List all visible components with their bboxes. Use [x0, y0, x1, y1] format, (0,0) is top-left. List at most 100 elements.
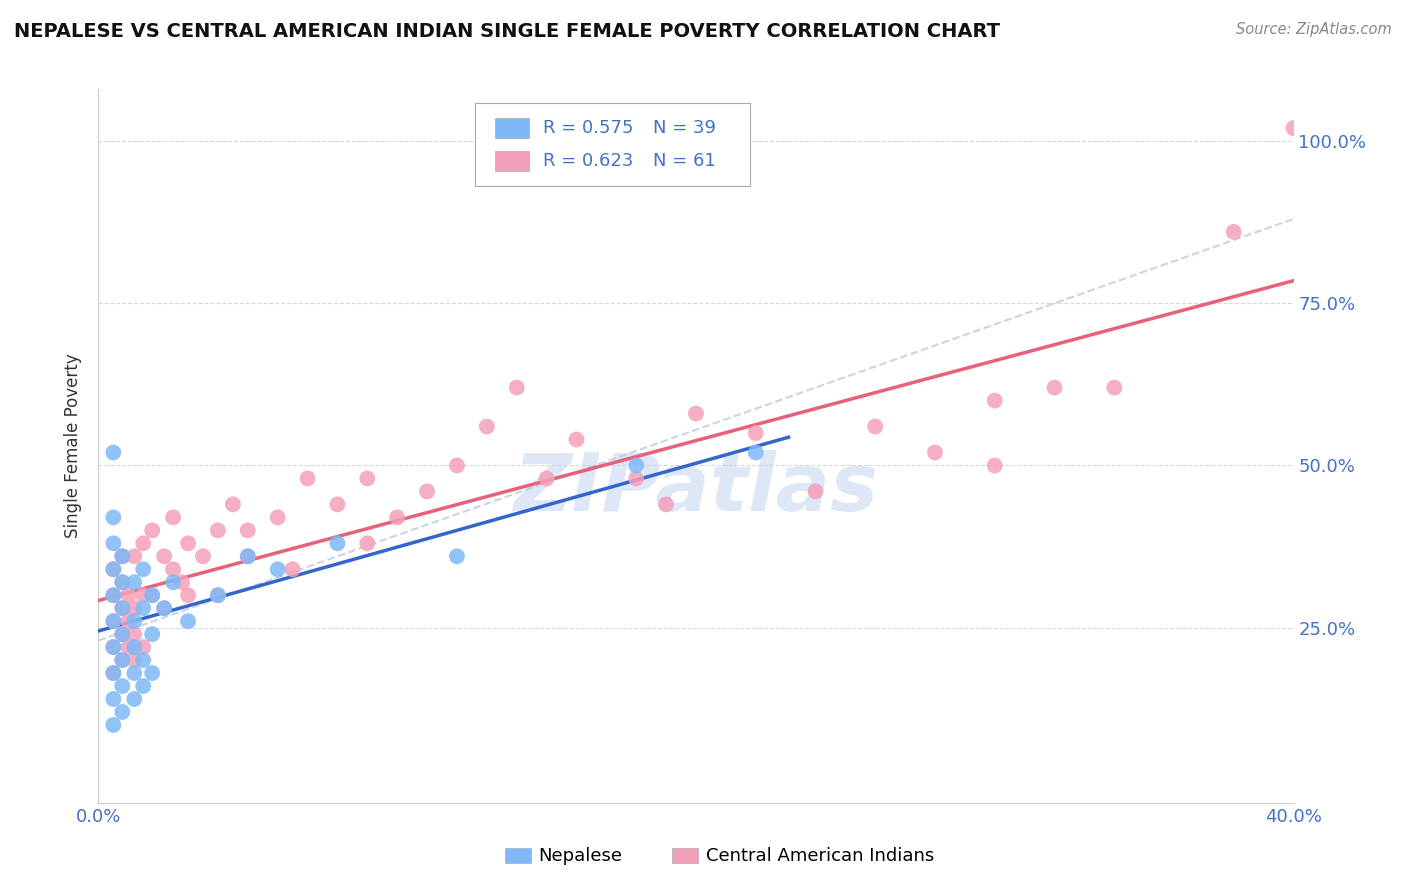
Point — [177, 588, 200, 602]
Point — [207, 588, 229, 602]
Point — [267, 562, 290, 576]
Point — [267, 510, 290, 524]
FancyBboxPatch shape — [505, 847, 531, 863]
Text: Source: ZipAtlas.com: Source: ZipAtlas.com — [1236, 22, 1392, 37]
Point — [655, 497, 678, 511]
Point — [416, 484, 439, 499]
Point — [565, 433, 588, 447]
Point — [124, 640, 146, 654]
Point — [236, 549, 259, 564]
Point — [103, 692, 125, 706]
Point — [326, 497, 349, 511]
Point — [1104, 381, 1126, 395]
Point — [685, 407, 707, 421]
Point — [172, 575, 194, 590]
Point — [103, 640, 125, 654]
Point — [153, 601, 176, 615]
Text: N = 39: N = 39 — [652, 119, 716, 136]
Text: ZIPatlas: ZIPatlas — [513, 450, 879, 528]
Point — [124, 653, 146, 667]
Point — [162, 510, 184, 524]
Point — [111, 575, 134, 590]
Text: N = 61: N = 61 — [652, 153, 716, 170]
Point — [103, 666, 125, 681]
Point — [103, 640, 125, 654]
Point — [132, 562, 155, 576]
Point — [207, 524, 229, 538]
Point — [103, 445, 125, 459]
Point — [132, 601, 155, 615]
Point — [111, 549, 134, 564]
FancyBboxPatch shape — [495, 118, 529, 137]
FancyBboxPatch shape — [495, 152, 529, 171]
Point — [111, 575, 134, 590]
Point — [153, 601, 176, 615]
Point — [132, 653, 155, 667]
Point — [297, 471, 319, 485]
Point — [124, 601, 146, 615]
Point — [124, 692, 146, 706]
Point — [111, 601, 134, 615]
Point — [865, 419, 887, 434]
FancyBboxPatch shape — [672, 847, 699, 863]
Point — [124, 627, 146, 641]
Point — [103, 536, 125, 550]
Point — [111, 601, 134, 615]
Point — [103, 562, 125, 576]
Point — [111, 679, 134, 693]
Point — [111, 627, 134, 641]
Point — [141, 627, 163, 641]
Point — [141, 524, 163, 538]
Point — [103, 614, 125, 628]
Text: NEPALESE VS CENTRAL AMERICAN INDIAN SINGLE FEMALE POVERTY CORRELATION CHART: NEPALESE VS CENTRAL AMERICAN INDIAN SING… — [14, 22, 1000, 41]
Point — [111, 705, 134, 719]
Point — [117, 614, 139, 628]
Point — [141, 588, 163, 602]
Point — [446, 549, 468, 564]
Text: R = 0.623: R = 0.623 — [543, 153, 633, 170]
Point — [103, 718, 125, 732]
Point — [924, 445, 946, 459]
Point — [111, 653, 134, 667]
Point — [984, 458, 1007, 473]
Point — [207, 588, 229, 602]
Point — [1043, 381, 1066, 395]
Point — [506, 381, 529, 395]
Y-axis label: Single Female Poverty: Single Female Poverty — [65, 354, 83, 538]
Text: Central American Indians: Central American Indians — [706, 847, 934, 864]
Point — [177, 614, 200, 628]
Point — [236, 549, 259, 564]
Point — [103, 666, 125, 681]
Text: Nepalese: Nepalese — [538, 847, 623, 864]
Point — [141, 588, 163, 602]
Point — [984, 393, 1007, 408]
Point — [745, 445, 768, 459]
FancyBboxPatch shape — [475, 103, 749, 186]
Point — [103, 588, 125, 602]
Point — [222, 497, 245, 511]
Point — [111, 549, 134, 564]
Point — [356, 536, 378, 550]
Point — [162, 575, 184, 590]
Text: R = 0.575: R = 0.575 — [543, 119, 634, 136]
Point — [103, 510, 125, 524]
Point — [132, 588, 155, 602]
Point — [103, 614, 125, 628]
Point — [536, 471, 558, 485]
Point — [1223, 225, 1246, 239]
Point — [124, 614, 146, 628]
Point — [385, 510, 409, 524]
Point — [162, 562, 184, 576]
Point — [132, 536, 155, 550]
Point — [111, 627, 134, 641]
Point — [111, 653, 134, 667]
Point — [124, 549, 146, 564]
Point — [804, 484, 827, 499]
Point — [281, 562, 304, 576]
Point — [103, 562, 125, 576]
Point — [124, 575, 146, 590]
Point — [191, 549, 214, 564]
Point — [117, 640, 139, 654]
Point — [103, 588, 125, 602]
Point — [117, 588, 139, 602]
